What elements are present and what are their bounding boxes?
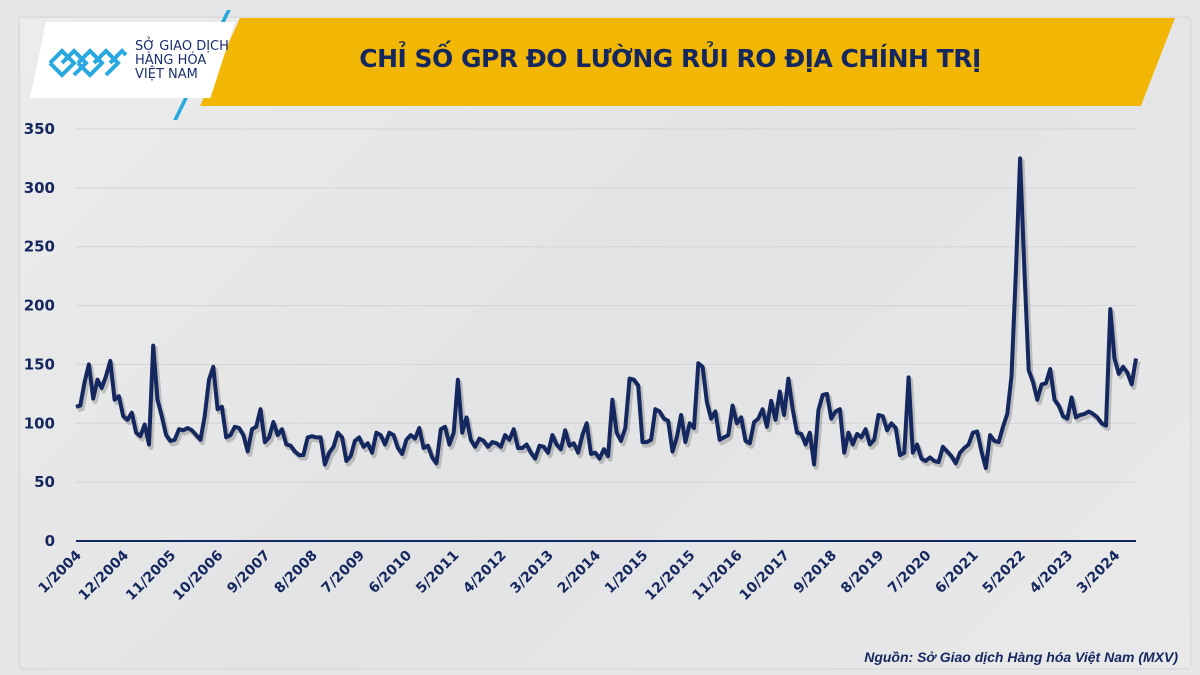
- x-tick-label: 7/2020: [885, 547, 935, 597]
- x-tick-label: 8/2019: [838, 548, 887, 597]
- y-tick-label: 200: [24, 297, 55, 315]
- x-tick-label: 5/2011: [413, 548, 462, 597]
- mxv-logo-icon: [48, 48, 128, 78]
- x-tick-label: 3/2013: [508, 548, 557, 597]
- series-shadow: [77, 158, 1141, 474]
- x-tick-label: 11/2005: [123, 548, 179, 604]
- logo-text: SỞ GIAO DỊCH HÀNG HÓA VIỆT NAM: [135, 40, 229, 82]
- logo-line-1: SỞ GIAO DỊCH: [135, 39, 229, 54]
- x-tick-label: 9/2007: [224, 548, 273, 597]
- x-tick-label: 6/2010: [366, 547, 416, 597]
- x-tick-label: 4/2023: [1027, 548, 1076, 597]
- x-tick-label: 5/2022: [980, 548, 1029, 597]
- x-tick-label: 9/2018: [791, 548, 840, 597]
- logo-line-3: VIỆT NAM: [135, 67, 198, 82]
- gpr-series-line: [75, 156, 1138, 470]
- y-tick-label: 50: [34, 473, 55, 491]
- x-tick-label: 12/2004: [76, 547, 132, 603]
- x-tick-label: 7/2009: [319, 548, 368, 597]
- chart-title: CHỈ SỐ GPR ĐO LƯỜNG RỦI RO ĐỊA CHÍNH TRỊ: [359, 44, 981, 73]
- chart-panel: [20, 18, 1190, 668]
- y-tick-label: 150: [24, 355, 55, 373]
- title-banner: [200, 18, 1175, 106]
- x-tick-label: 3/2024: [1074, 547, 1124, 597]
- y-tick-label: 250: [24, 238, 55, 256]
- source-note: Nguồn: Sở Giao dịch Hàng hóa Việt Nam (M…: [864, 649, 1178, 665]
- x-tick-label: 10/2017: [737, 548, 793, 604]
- x-axis-ticks: 1/200412/200411/200510/20069/20078/20087…: [35, 547, 1123, 603]
- gridlines: [76, 128, 1136, 483]
- y-tick-label: 300: [24, 179, 55, 197]
- logo-line-2: HÀNG HÓA: [135, 53, 207, 68]
- y-axis-ticks: 0 50 100 150 200 250 300 350: [24, 120, 55, 550]
- x-tick-label: 8/2008: [271, 548, 320, 597]
- x-tick-label: 2/2014: [555, 547, 605, 597]
- x-tick-label: 4/2012: [460, 548, 509, 597]
- x-tick-label: 6/2021: [932, 548, 981, 597]
- y-tick-label: 0: [45, 532, 55, 550]
- x-tick-label: 10/2006: [170, 548, 226, 604]
- y-tick-label: 100: [24, 414, 55, 432]
- y-tick-label: 350: [24, 120, 55, 138]
- x-tick-label: 11/2016: [689, 548, 745, 604]
- x-tick-label: 12/2015: [642, 548, 698, 604]
